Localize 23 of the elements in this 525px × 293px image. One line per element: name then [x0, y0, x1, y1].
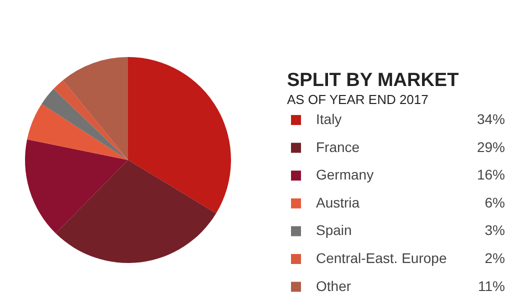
data-label: 3%: [484, 222, 505, 238]
text: SPLIT BY MARKET: [287, 70, 460, 91]
legend-label: Other: [316, 278, 352, 293]
text: AS OF YEAR END 2017: [287, 92, 428, 107]
legend-label: France: [316, 138, 360, 155]
legend-label: Austria: [316, 194, 360, 210]
data-label: 2%: [484, 250, 505, 266]
legend-label: Spain: [316, 222, 352, 238]
pie-slice: [62, 57, 128, 160]
pie-slice: [27, 104, 128, 160]
legend-label: Central-East. Europe: [316, 250, 447, 266]
pie-slice: [25, 139, 128, 234]
legend-label: Germany: [316, 166, 374, 183]
pie-slice: [128, 57, 231, 214]
data-label: 34%: [476, 111, 505, 127]
pie-slice: [42, 88, 128, 160]
pie-slice: [53, 80, 128, 160]
data-label: 16%: [476, 166, 505, 183]
data-label: 6%: [484, 194, 505, 210]
pie-slice: [56, 160, 216, 263]
legend-label: Italy: [316, 111, 342, 127]
data-label: 29%: [476, 138, 505, 155]
data-label: 11%: [478, 278, 505, 293]
